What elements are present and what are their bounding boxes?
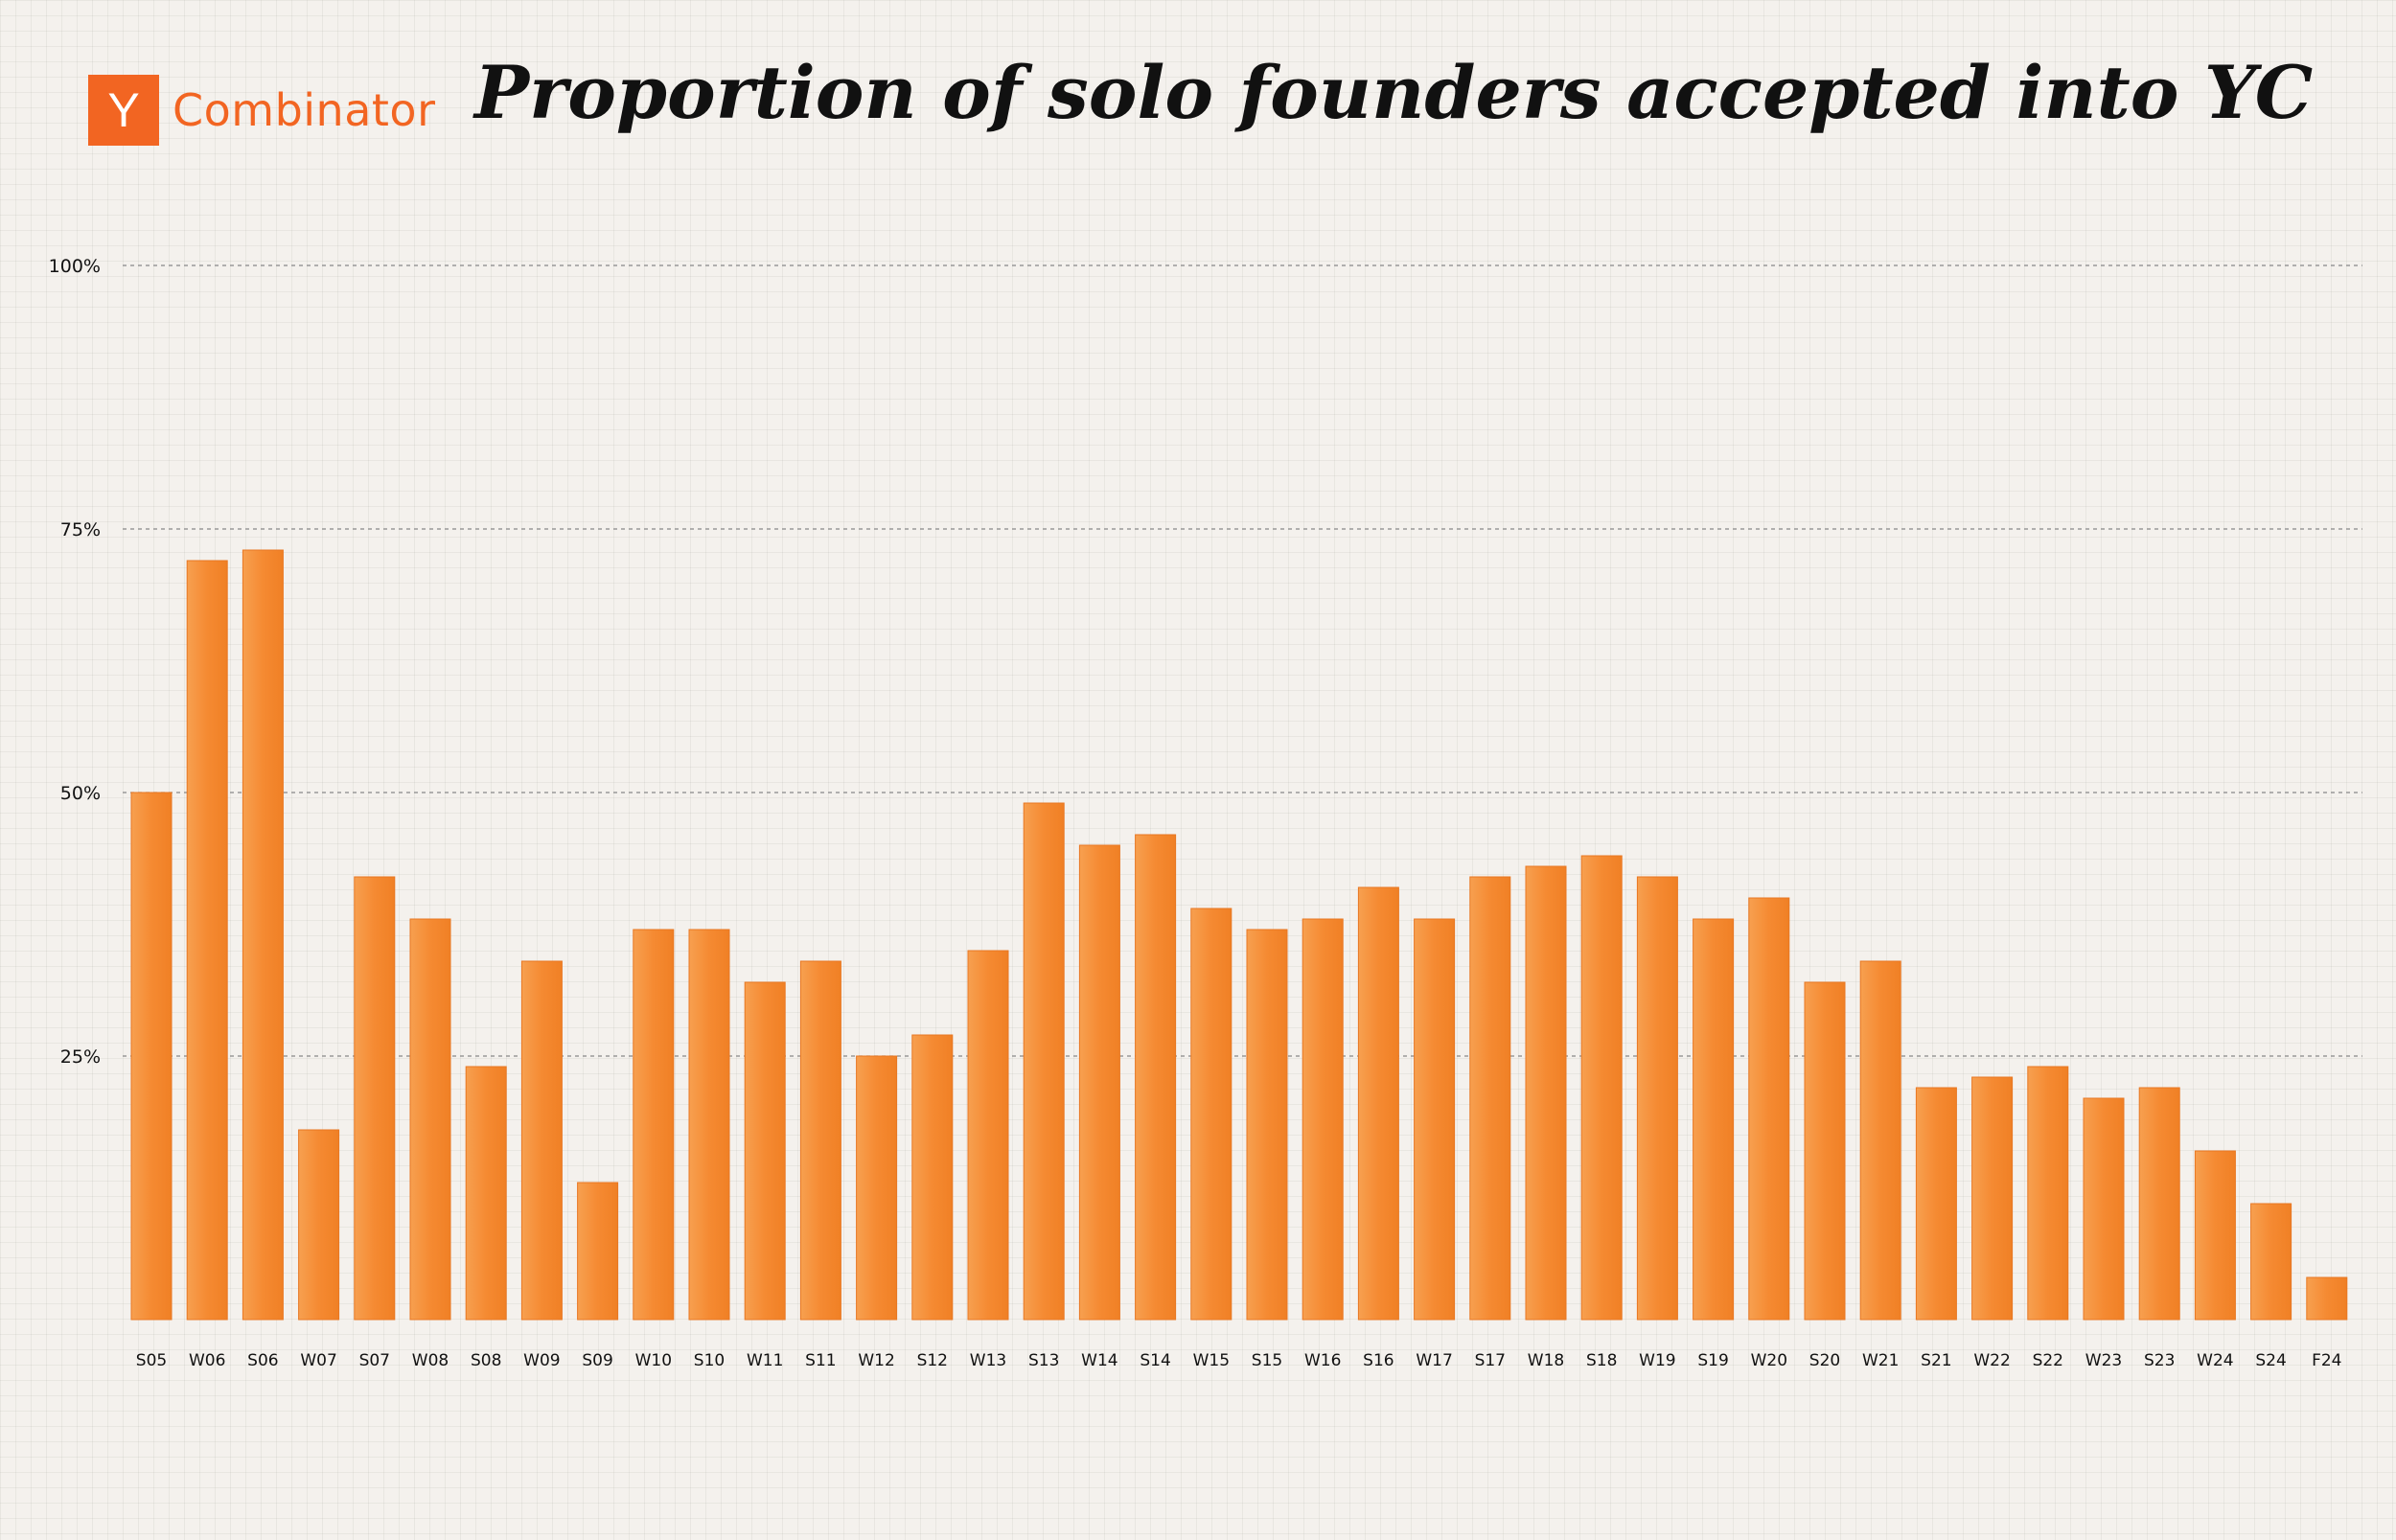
x-tick-label: W19 (1639, 1351, 1675, 1370)
bar (1469, 876, 1511, 1321)
bar (1804, 981, 1846, 1321)
bar (1693, 918, 1735, 1321)
bar (409, 918, 451, 1321)
bar (186, 560, 228, 1321)
x-tick-label: S05 (136, 1351, 167, 1370)
grid-lines (123, 264, 2362, 1057)
x-tick-label: W21 (1862, 1351, 1899, 1370)
x-tick-label: S12 (917, 1351, 948, 1370)
x-tick-label: S19 (1697, 1351, 1728, 1370)
y-tick-label: 75% (60, 519, 101, 540)
bar (1525, 865, 1567, 1321)
bar (1246, 929, 1288, 1321)
x-tick-label: S22 (2033, 1351, 2063, 1370)
x-tick-label: W13 (970, 1351, 1006, 1370)
x-tick-label: S17 (1475, 1351, 1506, 1370)
bar (520, 960, 563, 1321)
bar (1023, 802, 1065, 1321)
bar (354, 876, 396, 1321)
x-tick-label: W22 (1973, 1351, 2010, 1370)
yc-logo-mark: Y (88, 75, 159, 146)
bar (2027, 1066, 2069, 1321)
bar (242, 549, 284, 1321)
x-tick-label: S10 (694, 1351, 725, 1370)
x-tick-label: W14 (1081, 1351, 1117, 1370)
x-tick-label: S14 (1140, 1351, 1170, 1370)
x-tick-label: W12 (858, 1351, 894, 1370)
chart-title: Proportion of solo founders accepted int… (474, 50, 2314, 135)
bar (1859, 960, 1901, 1321)
x-tick-label: S07 (359, 1351, 390, 1370)
bar (633, 929, 675, 1321)
bar (2138, 1087, 2180, 1321)
x-tick-label: W20 (1751, 1351, 1787, 1370)
bars (130, 549, 2348, 1321)
x-tick-label: W18 (1528, 1351, 1564, 1370)
y-axis-ticks: 25% 50% 75% 100% (49, 256, 101, 1068)
x-tick-label: W15 (1193, 1351, 1230, 1370)
bar (2083, 1097, 2125, 1321)
y-tick-label: 100% (49, 256, 101, 277)
bar (967, 950, 1009, 1321)
bar (744, 981, 786, 1321)
bar (1078, 844, 1120, 1321)
x-tick-label: W17 (1416, 1351, 1452, 1370)
x-tick-label: S11 (805, 1351, 836, 1370)
x-tick-label: W10 (635, 1351, 672, 1370)
x-tick-label: W09 (523, 1351, 560, 1370)
yc-logo: Y Combinator (88, 75, 436, 146)
y-tick-label: 25% (60, 1046, 101, 1068)
x-tick-label: S13 (1028, 1351, 1059, 1370)
x-tick-label: S23 (2144, 1351, 2175, 1370)
bar (130, 792, 173, 1321)
x-tick-label: W16 (1304, 1351, 1341, 1370)
x-tick-label: W23 (2085, 1351, 2122, 1370)
bar (1748, 897, 1790, 1321)
x-tick-label: W08 (412, 1351, 449, 1370)
bar (2306, 1276, 2348, 1321)
x-tick-label: S24 (2255, 1351, 2286, 1370)
bar (1971, 1076, 2014, 1321)
x-tick-label: S20 (1809, 1351, 1840, 1370)
bar (1190, 908, 1233, 1321)
bar (1135, 834, 1177, 1321)
x-tick-label: S16 (1363, 1351, 1394, 1370)
bar (1414, 918, 1456, 1321)
bar (688, 929, 730, 1321)
x-tick-label: W24 (2197, 1351, 2233, 1370)
bar (1302, 918, 1344, 1321)
x-tick-label: S21 (1921, 1351, 1951, 1370)
x-tick-label: S15 (1252, 1351, 1282, 1370)
yc-logo-wordmark: Combinator (173, 84, 436, 136)
x-axis-ticks: S05 W06 S06 W07 S07 W08 S08 W09 S09 W10 S10 W11 S11 W… (136, 1351, 2342, 1370)
x-tick-label: S08 (471, 1351, 501, 1370)
x-tick-label: S18 (1586, 1351, 1617, 1370)
x-tick-label: S06 (247, 1351, 278, 1370)
bar (577, 1182, 619, 1321)
bar (1915, 1087, 1957, 1321)
bar (2194, 1150, 2236, 1321)
bar (298, 1129, 340, 1321)
x-tick-label: W11 (747, 1351, 783, 1370)
bar (1357, 886, 1399, 1321)
x-tick-label: W07 (300, 1351, 336, 1370)
bar (1580, 855, 1623, 1321)
x-tick-label: S09 (582, 1351, 612, 1370)
bar (465, 1066, 507, 1321)
bar (799, 960, 841, 1321)
bar (911, 1034, 954, 1321)
yc-logo-letter: Y (107, 83, 140, 137)
bar (2250, 1203, 2292, 1321)
bar (856, 1055, 898, 1321)
x-tick-label: F24 (2312, 1351, 2341, 1370)
bar (1636, 876, 1678, 1321)
x-tick-label: W06 (189, 1351, 225, 1370)
y-tick-label: 50% (60, 783, 101, 804)
